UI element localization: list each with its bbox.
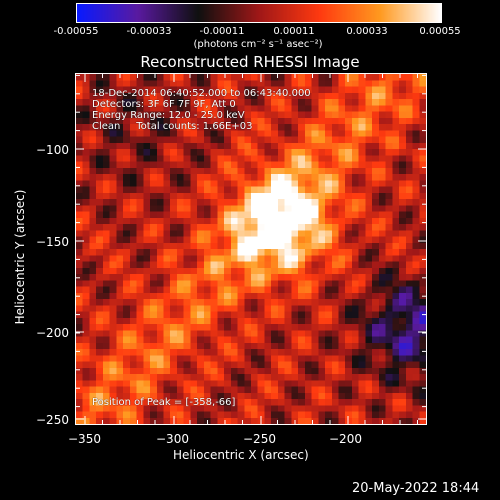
colorbar-tick-label: 0.00011 bbox=[273, 26, 315, 37]
x-tick-label: −350 bbox=[68, 432, 101, 446]
y-axis-title: Heliocentric Y (arcsec) bbox=[13, 189, 27, 325]
x-tick-label: −250 bbox=[243, 432, 276, 446]
colorbar-ticks: -0.00055 -0.00033 -0.00011 0.00011 0.000… bbox=[0, 22, 500, 37]
footer-timestamp: 20-May-2022 18:44 bbox=[352, 481, 480, 496]
peak-position: Position of Peak = [-358,-66] bbox=[92, 397, 236, 408]
colorbar bbox=[76, 3, 442, 23]
colorbar-tick-label: -0.00033 bbox=[126, 26, 172, 37]
rhessi-image bbox=[76, 74, 426, 424]
x-tick-label: −300 bbox=[156, 432, 189, 446]
x-axis-title: Heliocentric X (arcsec) bbox=[173, 448, 309, 462]
colorbar-tick-label: -0.00011 bbox=[199, 26, 245, 37]
plot-title: Reconstructed RHESSI Image bbox=[140, 53, 360, 71]
y-tick-label: −150 bbox=[36, 235, 69, 249]
colorbar-tick-label: 0.00033 bbox=[346, 26, 388, 37]
annotation-line: 18-Dec-2014 06:40:52.000 to 06:43:40.000 bbox=[92, 88, 311, 99]
y-tick-label: −200 bbox=[36, 326, 69, 340]
annotation-line: Detectors: 3F 6F 7F 9F, Att 0 bbox=[92, 99, 236, 110]
plot-frame bbox=[75, 73, 427, 425]
y-tick-label: −100 bbox=[36, 143, 69, 157]
annotation-line: Energy Range: 12.0 - 25.0 keV bbox=[92, 110, 245, 121]
y-tick-label: −250 bbox=[36, 413, 69, 427]
colorbar-tick-label: 0.00055 bbox=[419, 26, 461, 37]
x-tick-label: −200 bbox=[329, 432, 362, 446]
annotation-line: Clean Total counts: 1.66E+03 bbox=[92, 121, 253, 132]
colorbar-tick-label: -0.00055 bbox=[53, 26, 99, 37]
colorbar-units: (photons cm⁻² s⁻¹ asec⁻²) bbox=[193, 39, 323, 50]
